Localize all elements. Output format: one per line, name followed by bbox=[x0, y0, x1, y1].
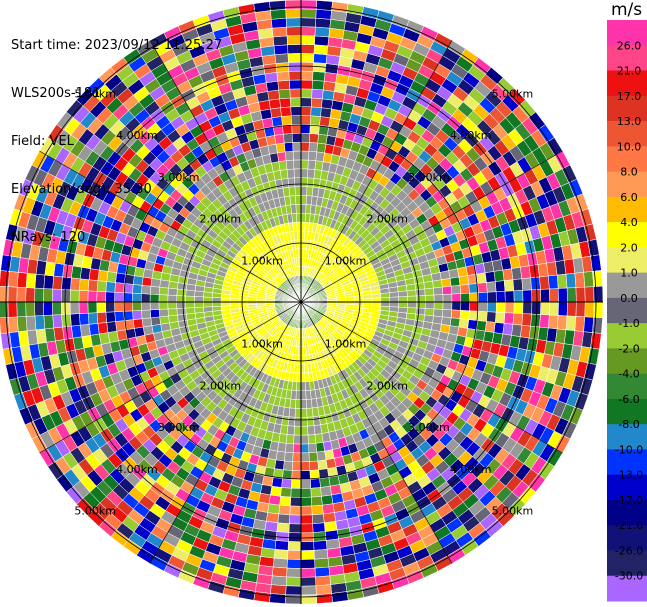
colorbar-tick-label: -26.0 bbox=[615, 544, 643, 557]
colorbar-tick-label: 8.0 bbox=[620, 166, 638, 179]
nrays: NRays: 120 bbox=[11, 230, 86, 245]
start-time: Start time: 2023/09/12 11:25:27 bbox=[11, 38, 223, 53]
colorbar-unit: m/s bbox=[611, 0, 643, 20]
colorbar-tick-label: -6.0 bbox=[618, 393, 639, 406]
colorbar-tick-label: -10.0 bbox=[615, 443, 643, 456]
instrument-name: WLS200s-181 bbox=[11, 86, 101, 101]
colorbar-tick-label: 1.0 bbox=[620, 267, 638, 280]
elevation: Elevation(deg): 35.30 bbox=[11, 182, 152, 197]
colorbar-tick-label: -21.0 bbox=[615, 519, 643, 532]
colorbar-tick-label: -4.0 bbox=[618, 368, 639, 381]
colorbar-tick-label: 0.0 bbox=[620, 292, 638, 305]
field-name: Field: VEL bbox=[11, 134, 74, 149]
colorbar-tick-label: 21.0 bbox=[617, 65, 642, 78]
ppi-gates bbox=[0, 0, 603, 604]
colorbar-tick-label: -30.0 bbox=[615, 570, 643, 583]
colorbar-tick-label: 26.0 bbox=[617, 39, 642, 52]
colorbar-tick-label: 6.0 bbox=[620, 191, 638, 204]
colorbar-tick-label: -2.0 bbox=[618, 342, 639, 355]
colorbar-tick-label: 10.0 bbox=[617, 140, 642, 153]
colorbar-tick-label: -17.0 bbox=[615, 494, 643, 507]
colorbar-tick-label: 4.0 bbox=[620, 216, 638, 229]
colorbar-tick-label: -1.0 bbox=[618, 317, 639, 330]
colorbar-tick-label: 2.0 bbox=[620, 241, 638, 254]
colorbar-tick-label: 13.0 bbox=[617, 115, 642, 128]
colorbar-tick-label: 17.0 bbox=[617, 90, 642, 103]
colorbar-tick-label: -8.0 bbox=[618, 418, 639, 431]
colorbar-tick-label: -13.0 bbox=[615, 469, 643, 482]
scan-info: Start time: 2023/09/12 11:25:27 WLS200s-… bbox=[11, 6, 222, 262]
